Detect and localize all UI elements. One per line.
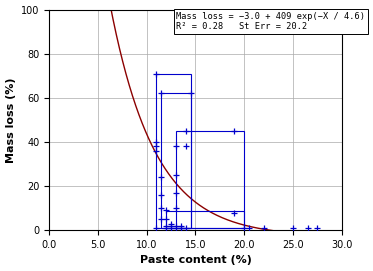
- X-axis label: Paste content (%): Paste content (%): [140, 256, 251, 265]
- Bar: [166, 211, 244, 228]
- Bar: [157, 73, 191, 228]
- Bar: [162, 93, 191, 228]
- Y-axis label: Mass loss (%): Mass loss (%): [6, 77, 16, 163]
- Bar: [176, 131, 244, 228]
- Text: Mass loss = −3.0 + 409 exp(−X / 4.6)
R² = 0.28   St Err = 20.2: Mass loss = −3.0 + 409 exp(−X / 4.6) R² …: [176, 12, 366, 31]
